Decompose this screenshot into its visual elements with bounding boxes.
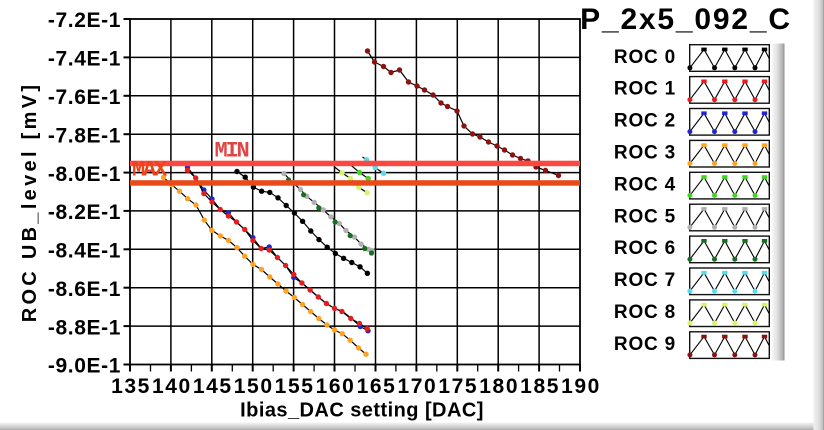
svg-text:190: 190: [561, 375, 601, 398]
svg-text:-7.2E-1: -7.2E-1: [48, 9, 121, 32]
svg-text:MAX: MAX: [132, 158, 168, 183]
svg-text:-8.8E-1: -8.8E-1: [48, 316, 121, 339]
svg-text:ROC 4: ROC 4: [614, 174, 676, 195]
svg-text:135: 135: [111, 375, 151, 398]
svg-text:140: 140: [152, 375, 192, 398]
svg-text:165: 165: [357, 375, 397, 398]
svg-text:ROC 3: ROC 3: [614, 143, 676, 164]
svg-text:-8.2E-1: -8.2E-1: [48, 201, 121, 224]
svg-text:Ibias_DAC setting [DAC]: Ibias_DAC setting [DAC]: [240, 400, 484, 422]
svg-text:-7.4E-1: -7.4E-1: [48, 48, 121, 71]
svg-text:ROC 2: ROC 2: [614, 111, 676, 132]
svg-text:155: 155: [275, 375, 315, 398]
svg-text:ROC 0: ROC 0: [614, 47, 676, 68]
svg-text:-8.6E-1: -8.6E-1: [48, 278, 121, 301]
svg-text:-9.0E-1: -9.0E-1: [48, 355, 121, 378]
svg-text:ROC UB_level [mV]: ROC UB_level [mV]: [19, 82, 41, 323]
svg-text:MIN: MIN: [215, 139, 249, 164]
svg-text:-8.0E-1: -8.0E-1: [48, 163, 121, 186]
svg-text:-8.4E-1: -8.4E-1: [48, 240, 121, 263]
svg-text:145: 145: [193, 375, 233, 398]
svg-text:160: 160: [316, 375, 356, 398]
svg-text:ROC 8: ROC 8: [614, 302, 676, 323]
svg-text:175: 175: [438, 375, 478, 398]
svg-text:ROC 9: ROC 9: [614, 334, 676, 355]
svg-text:ROC 6: ROC 6: [614, 238, 676, 259]
svg-text:ROC 5: ROC 5: [614, 206, 676, 227]
svg-text:180: 180: [479, 375, 519, 398]
svg-text:ROC 1: ROC 1: [614, 79, 676, 100]
svg-text:150: 150: [234, 375, 274, 398]
svg-text:-7.8E-1: -7.8E-1: [48, 124, 121, 147]
svg-text:185: 185: [520, 375, 560, 398]
svg-text:P_2x5_092_C: P_2x5_092_C: [580, 3, 792, 36]
svg-text:170: 170: [397, 375, 437, 398]
svg-text:ROC 7: ROC 7: [614, 270, 676, 291]
svg-text:-7.6E-1: -7.6E-1: [48, 86, 121, 109]
